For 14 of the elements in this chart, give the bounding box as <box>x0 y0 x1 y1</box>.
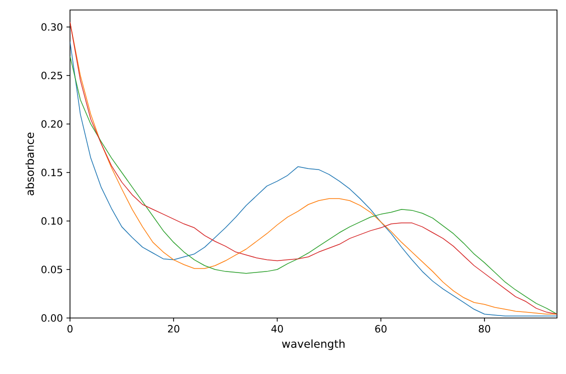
x-axis-title: wavelength <box>282 339 344 350</box>
y-tick-label: 0.05 <box>41 266 62 274</box>
x-tick-label: 20 <box>168 325 180 333</box>
y-tick-label: 0.15 <box>41 168 62 176</box>
x-tick-label: 80 <box>478 325 490 333</box>
y-tick-label: 0.20 <box>41 120 62 128</box>
y-tick-label: 0.25 <box>41 72 62 80</box>
y-tick-label: 0.10 <box>41 217 62 225</box>
y-axis-title: absorbance <box>25 132 34 196</box>
x-tick-label: 60 <box>375 325 387 333</box>
y-tick-label: 0.30 <box>41 23 62 31</box>
x-tick-label: 0 <box>67 325 73 333</box>
y-tick-label: 0.00 <box>41 314 62 322</box>
x-tick-label: 40 <box>271 325 283 333</box>
